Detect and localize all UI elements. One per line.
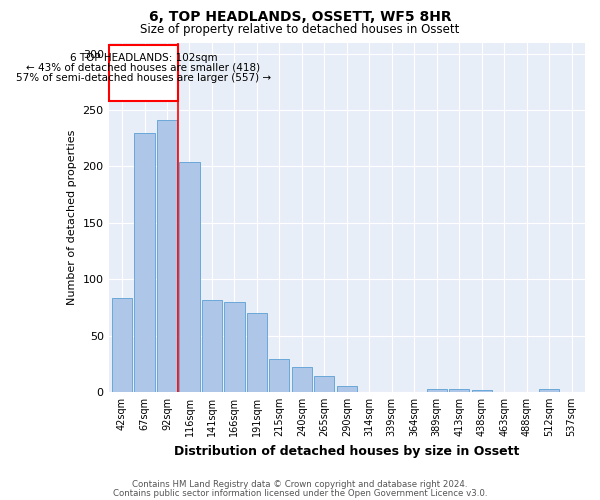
- Y-axis label: Number of detached properties: Number of detached properties: [67, 130, 77, 305]
- Bar: [112, 298, 132, 392]
- X-axis label: Distribution of detached houses by size in Ossett: Distribution of detached houses by size …: [174, 444, 520, 458]
- Bar: [427, 388, 447, 392]
- Bar: [224, 302, 245, 392]
- Bar: [314, 376, 334, 392]
- Bar: [134, 132, 155, 392]
- Text: Contains public sector information licensed under the Open Government Licence v3: Contains public sector information licen…: [113, 488, 487, 498]
- Text: 57% of semi-detached houses are larger (557) →: 57% of semi-detached houses are larger (…: [16, 73, 271, 83]
- Bar: [269, 359, 289, 392]
- Text: Contains HM Land Registry data © Crown copyright and database right 2024.: Contains HM Land Registry data © Crown c…: [132, 480, 468, 489]
- Bar: [157, 120, 177, 392]
- Bar: [179, 162, 200, 392]
- Text: 6 TOP HEADLANDS: 102sqm: 6 TOP HEADLANDS: 102sqm: [70, 52, 217, 62]
- Text: 6, TOP HEADLANDS, OSSETT, WF5 8HR: 6, TOP HEADLANDS, OSSETT, WF5 8HR: [149, 10, 451, 24]
- Bar: [449, 388, 469, 392]
- FancyBboxPatch shape: [109, 45, 178, 101]
- Bar: [539, 388, 559, 392]
- Bar: [247, 313, 267, 392]
- Text: Size of property relative to detached houses in Ossett: Size of property relative to detached ho…: [140, 22, 460, 36]
- Bar: [337, 386, 357, 392]
- Bar: [202, 300, 222, 392]
- Text: ← 43% of detached houses are smaller (418): ← 43% of detached houses are smaller (41…: [26, 63, 260, 73]
- Bar: [292, 367, 312, 392]
- Bar: [472, 390, 492, 392]
